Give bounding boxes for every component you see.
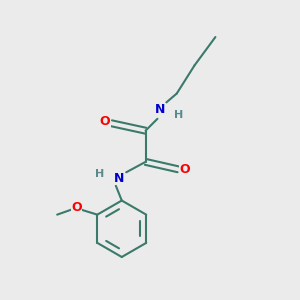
Text: H: H	[95, 169, 104, 179]
Text: H: H	[174, 110, 183, 120]
Text: O: O	[71, 201, 82, 214]
Text: O: O	[179, 164, 190, 176]
Text: N: N	[114, 172, 124, 185]
Text: O: O	[100, 115, 110, 128]
Text: N: N	[155, 103, 166, 116]
